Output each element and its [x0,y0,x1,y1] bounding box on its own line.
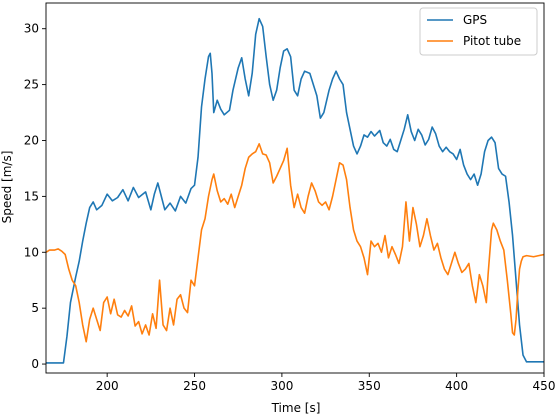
y-tick-label: 10 [24,245,39,259]
x-tick-label: 350 [358,379,381,393]
y-tick-label: 5 [31,301,39,315]
plot-frame [45,2,545,374]
y-axis-label: Speed [m/s] [0,151,14,224]
x-axis: 200 250 300 350 400 450 [96,373,556,393]
y-tick-label: 20 [24,133,39,147]
x-axis-label: Time [s] [271,401,321,415]
legend: GPS Pitot tube [419,7,538,56]
legend-label-2: Pitot tube [463,34,521,48]
y-tick-label: 30 [24,22,39,36]
series-line-2 [46,143,544,343]
x-tick-label: 400 [445,379,468,393]
y-tick-label: 25 [24,78,39,92]
y-axis: 0 5 10 15 20 25 30 [24,22,46,371]
series-line-1 [46,17,544,364]
x-tick-label: 200 [96,379,119,393]
x-tick-label: 250 [183,379,206,393]
x-tick-label: 450 [533,379,556,393]
y-tick-label: 0 [31,357,39,371]
legend-label-1: GPS [463,13,487,27]
x-tick-label: 300 [270,379,293,393]
y-tick-label: 15 [24,189,39,203]
plot-area [45,2,545,374]
